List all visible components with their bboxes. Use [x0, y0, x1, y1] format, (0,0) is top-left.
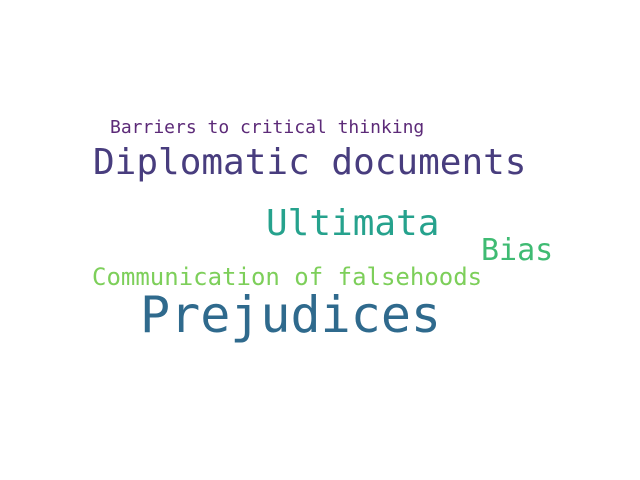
word-diplomatic-documents: Diplomatic documents [93, 142, 527, 183]
word-barriers-to-critical-thinking: Barriers to critical thinking [110, 117, 425, 138]
word-communication-of-falsehoods: Communication of falsehoods [92, 263, 483, 291]
word-ultimata: Ultimata [266, 203, 440, 244]
word-bias: Bias [481, 233, 554, 268]
word-prejudices: Prejudices [140, 286, 442, 344]
